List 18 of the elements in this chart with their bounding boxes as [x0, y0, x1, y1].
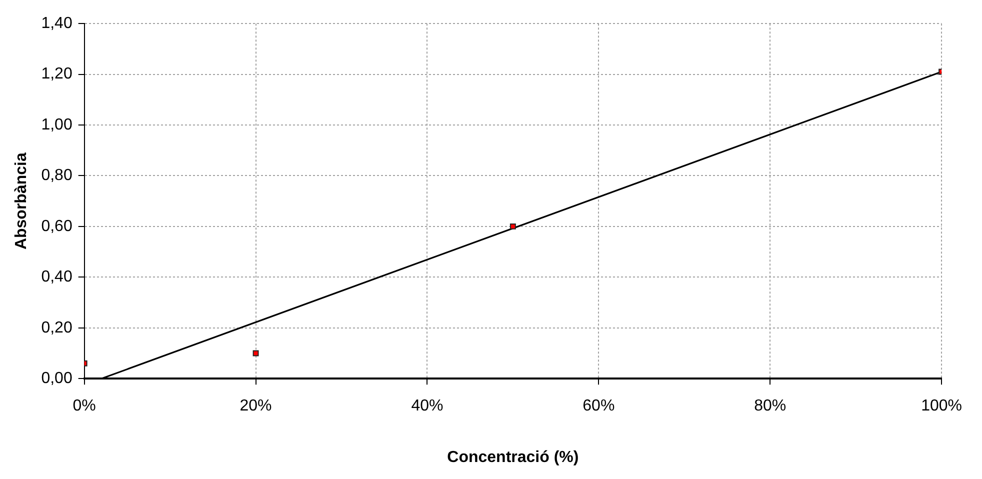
x-axis-title: Concentració (%) — [447, 448, 579, 466]
y-axis-title: Absorbància — [13, 152, 30, 250]
x-tick-label: 20% — [240, 398, 272, 415]
x-tick-label: 60% — [582, 398, 615, 415]
y-tick-label: 0,60 — [41, 218, 72, 235]
point — [252, 350, 259, 356]
y-tick-label: 1,00 — [41, 116, 72, 134]
y-tick-label: 0,00 — [41, 370, 72, 388]
y-tick-label: 0,40 — [41, 268, 72, 286]
x-tick-label: 80% — [754, 398, 786, 415]
y-tick-label: 1,20 — [41, 66, 72, 83]
y-tick-label: 1,40 — [41, 15, 72, 32]
point — [510, 223, 516, 230]
x-tick-label: 0% — [72, 398, 96, 415]
x-tick-label: 100% — [921, 398, 962, 415]
y-tick-label: 0,80 — [41, 167, 72, 184]
x-tick-label: 40% — [411, 398, 444, 415]
y-tick-label: 0,20 — [41, 319, 72, 336]
